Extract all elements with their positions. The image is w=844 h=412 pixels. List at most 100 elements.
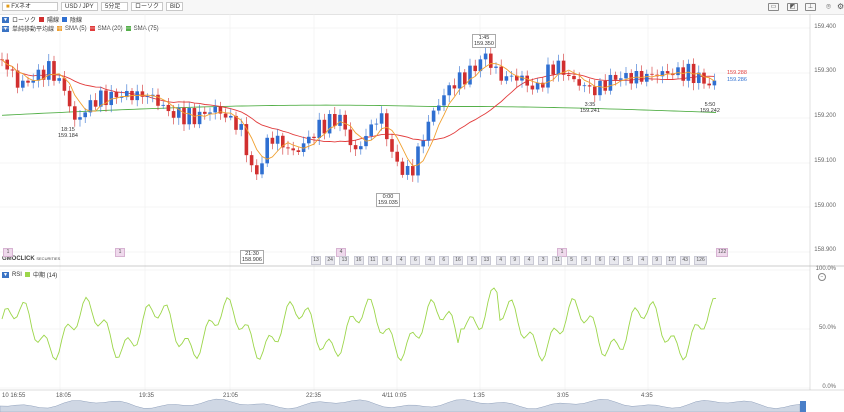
event-badge[interactable]: 1 [3,248,13,257]
candle [457,72,462,89]
rsi-settings-icon[interactable]: − [818,273,826,281]
count-badge[interactable]: 43 [680,256,691,265]
candle [587,85,592,87]
candle [203,111,207,114]
candle [10,69,15,71]
interval-select[interactable]: 5分足 [101,2,128,11]
count-badge[interactable]: 3 [538,256,549,265]
candle [577,79,581,86]
candle [676,67,680,76]
candle [156,94,160,106]
navigator-area[interactable] [0,398,801,412]
count-badge[interactable]: 4 [637,256,648,265]
count-badge[interactable]: 4 [524,256,534,265]
candle [260,163,264,175]
product-select[interactable]: ■ FXネオ [2,2,58,11]
candle [307,136,311,144]
count-badge[interactable]: 16 [453,256,463,265]
down-swatch [38,17,44,22]
candle [489,53,493,68]
candle [15,70,20,88]
legend-tag[interactable]: ▼ [2,25,9,32]
marker-price: 159.184 [58,133,78,139]
candle [322,119,327,134]
candle [21,80,25,88]
count-badge[interactable]: 126 [694,256,707,265]
candle [509,75,514,77]
time-tick: 10 16:55 [2,393,26,399]
count-badge[interactable]: 11 [552,256,563,265]
count-badge[interactable]: 4 [424,256,435,265]
count-badge[interactable]: 11 [367,256,378,265]
count-badge[interactable]: 5 [623,256,634,265]
gear-icon[interactable]: ⚙ [837,2,844,11]
candle [218,106,223,114]
count-badge[interactable]: 13 [311,256,321,265]
navigator-handle[interactable] [800,401,806,412]
count-badge[interactable]: 4 [609,256,620,265]
candle [327,114,332,134]
event-badge[interactable]: 1 [115,248,125,257]
price-tick: 159.100 [814,158,836,164]
count-badge[interactable]: 4 [495,256,506,265]
count-badge[interactable]: 9 [651,256,662,265]
candle [421,140,425,147]
candle [171,111,176,118]
candle [681,67,685,81]
count-badge[interactable]: 24 [325,256,336,265]
candle [385,113,389,140]
time-tick: 19:35 [139,393,155,399]
count-badge[interactable]: 6 [595,256,605,265]
candle [223,113,228,118]
candle [702,72,706,84]
camera-icon[interactable]: ⌾ [826,2,831,11]
candles [0,46,717,183]
count-badge[interactable]: 6 [438,256,449,265]
candle [504,76,509,81]
legend-tag[interactable]: ▼ [2,271,9,278]
legend-down: 陰線 [69,18,82,24]
legend-rsi-series: 中期 (14) [32,273,58,279]
low-marker-550: 5:50 159.242 [700,102,720,114]
chart-type-select[interactable]: ローソク [131,2,163,11]
candle [47,61,51,80]
count-badge[interactable]: 13 [339,256,350,265]
high-marker-145: 1:45 159.350 [472,34,496,48]
legend-tag[interactable]: ▼ [2,16,9,23]
count-badge[interactable]: 9 [509,256,520,265]
candle [166,104,171,112]
count-badge[interactable]: 4 [396,256,407,265]
count-badge[interactable]: 5 [580,256,591,265]
event-badge[interactable]: 122 [716,248,729,257]
price-side-select[interactable]: BID [166,2,183,11]
chart-icon[interactable]: ◩ [787,3,798,11]
candle [239,124,243,130]
candle [561,60,566,75]
count-badge[interactable]: 5 [467,256,478,265]
pin-icon[interactable]: ⊥ [805,3,816,11]
candle [182,107,186,125]
count-badge[interactable]: 6 [382,256,392,265]
candle [665,71,670,74]
marker-price: 159.350 [474,41,494,47]
count-badge[interactable]: 16 [353,256,364,265]
price-tick: 159.400 [814,24,836,30]
candle [525,75,529,86]
low-marker-000: 0:00 159.035 [376,193,400,207]
candle [275,135,280,144]
candle [359,146,363,150]
marker-time: 3:35 [584,102,596,108]
candle [244,124,249,156]
candle [556,60,561,75]
candle [613,74,618,80]
count-badge[interactable]: 13 [481,256,492,265]
count-badge[interactable]: 17 [666,256,676,265]
legend-up: 陽線 [46,18,59,24]
up-swatch [61,17,67,22]
count-badge[interactable]: 5 [566,256,577,265]
count-badge[interactable]: 6 [410,256,421,265]
window-icon[interactable]: ▭ [768,3,779,11]
candle [177,107,181,118]
pair-select[interactable]: USD / JPY [61,2,98,11]
